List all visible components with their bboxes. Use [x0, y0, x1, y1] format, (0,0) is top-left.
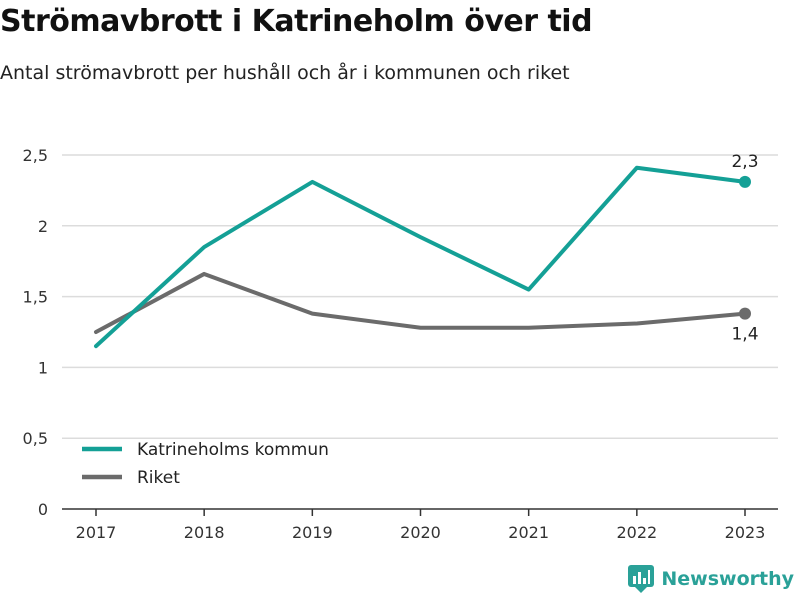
x-tick-label: 2021 [508, 523, 549, 542]
series-end-point [739, 307, 751, 320]
x-tick-label: 2018 [184, 523, 225, 542]
legend-label: Katrineholms kommun [137, 440, 329, 460]
x-tick-label: 2023 [725, 523, 766, 542]
x-tick-label: 2022 [616, 523, 657, 542]
x-tick-label: 2019 [292, 523, 333, 542]
data-label: 1,4 [731, 325, 758, 345]
y-tick-label: 2 [38, 217, 48, 236]
series-line [94, 271, 747, 334]
x-tick-label: 2017 [76, 523, 117, 542]
y-tick-label: 0,5 [23, 429, 48, 448]
series-line [94, 165, 747, 349]
y-tick-label: 1 [38, 358, 48, 377]
newsworthy-logo-icon [628, 565, 655, 593]
legend-label: Riket [137, 468, 180, 488]
y-tick-label: 1,5 [23, 288, 48, 307]
y-tick-label: 2,5 [23, 146, 48, 165]
y-tick-label: 0 [38, 500, 48, 519]
series-end-point [739, 175, 751, 188]
brand-name: Newsworthy [661, 568, 794, 590]
data-label: 2,3 [731, 152, 758, 172]
chart-title: Strömavbrott i Katrineholm över tid [0, 4, 593, 39]
x-tick-label: 2020 [400, 523, 441, 542]
chart-subtitle: Antal strömavbrott per hushåll och år i … [0, 62, 570, 84]
brand: Newsworthy [627, 564, 794, 594]
